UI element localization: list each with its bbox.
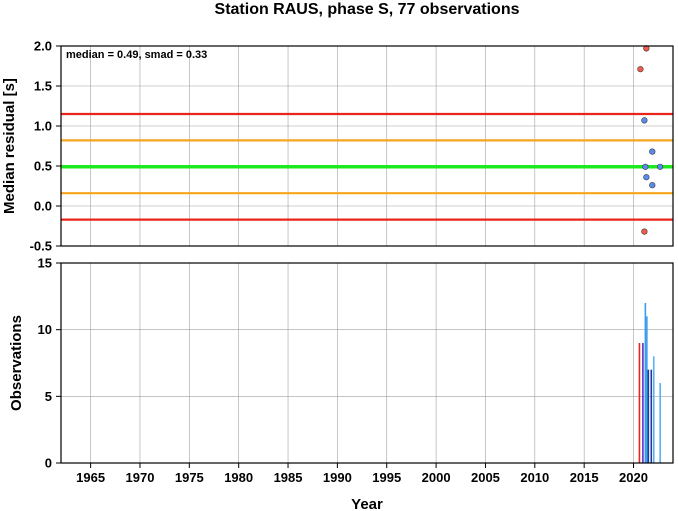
observations-bars <box>638 303 661 463</box>
residual-point <box>649 182 656 189</box>
observations-y-tick-label: 0 <box>45 456 52 471</box>
observation-bar <box>659 383 661 463</box>
x-tick-label: 2015 <box>570 470 599 485</box>
residual-point <box>641 228 648 235</box>
x-tick-label: 1990 <box>323 470 352 485</box>
x-tick-label: 1995 <box>372 470 401 485</box>
x-tick-label: 1980 <box>224 470 253 485</box>
residual-y-tick-label: 2.0 <box>34 39 52 54</box>
residual-point <box>649 148 656 155</box>
observation-bar <box>647 369 650 463</box>
observation-bar <box>638 343 641 463</box>
residual-y-tick-label: 1.0 <box>34 119 52 134</box>
residual-y-axis-title: Median residual [s] <box>1 78 18 214</box>
observations-y-tick-label: 5 <box>45 389 52 404</box>
observations-y-ticks: 0 5 10 15 <box>38 256 61 471</box>
observation-bar <box>642 343 644 463</box>
observations-grid <box>61 262 673 464</box>
year-x-axis-title: Year <box>351 496 383 511</box>
x-tick-label: 2010 <box>520 470 549 485</box>
residual-y-ticks: -0.5 0.0 0.5 1.0 1.5 2.0 <box>30 39 61 254</box>
residual-grid <box>61 45 673 247</box>
x-tick-label: 2005 <box>471 470 500 485</box>
observations-y-tick-label: 15 <box>38 256 52 271</box>
residual-y-tick-label: 0.5 <box>34 159 52 174</box>
chart-title: Station RAUS, phase S, 77 observations <box>215 1 520 18</box>
observation-bar <box>650 369 653 463</box>
x-tick-label: 1965 <box>76 470 105 485</box>
residual-point <box>643 174 650 181</box>
x-tick-label: 1975 <box>175 470 204 485</box>
x-tick-label: 1985 <box>274 470 303 485</box>
x-tick-label: 2000 <box>422 470 451 485</box>
residual-point <box>637 66 644 73</box>
residual-point <box>657 163 664 170</box>
median-annotation: median = 0.49, smad = 0.33 <box>66 49 207 61</box>
year-x-ticks: 1965 1970 1975 1980 1985 1990 1995 2000 2005 2010… <box>76 463 648 485</box>
residual-point <box>642 163 649 170</box>
observation-bar <box>646 316 648 463</box>
residual-frame <box>60 45 674 247</box>
residual-y-tick-label: -0.5 <box>30 239 52 254</box>
observation-bar <box>644 303 647 463</box>
observations-y-axis-title: Observations <box>8 315 25 411</box>
residual-y-tick-label: 1.5 <box>34 79 52 94</box>
residual-points <box>637 45 664 235</box>
residual-y-tick-label: 0.0 <box>34 199 52 214</box>
residual-point <box>641 117 648 124</box>
observations-panel: 0 5 10 15 1965 1970 1975 1980 1985 1990 1995 2000 2… <box>8 256 674 511</box>
observation-bar <box>652 356 655 463</box>
observations-frame <box>60 262 674 464</box>
observations-y-tick-label: 10 <box>38 322 52 337</box>
x-tick-label: 1970 <box>126 470 155 485</box>
residual-panel: -0.5 0.0 0.5 1.0 1.5 2.0 median = 0.49, smad … <box>1 39 674 254</box>
x-tick-label: 2020 <box>619 470 648 485</box>
residual-reference-lines <box>61 112 673 221</box>
